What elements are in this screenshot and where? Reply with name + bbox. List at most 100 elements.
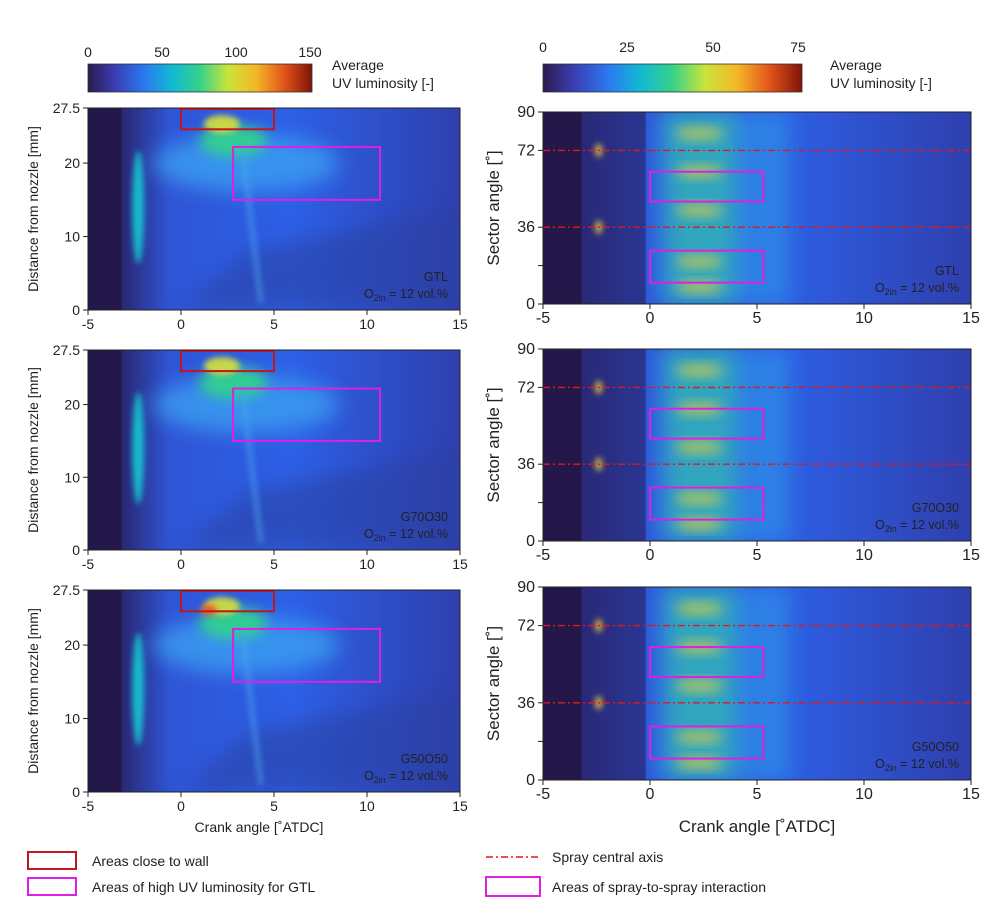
x-tick-label: 10 bbox=[359, 798, 375, 814]
x-axis-label: Crank angle [˚ATDC] bbox=[679, 817, 836, 836]
y-tick-label: 27.5 bbox=[53, 582, 80, 598]
x-tick-label: 15 bbox=[452, 556, 468, 572]
x-tick-label: 0 bbox=[177, 556, 185, 572]
y-tick-label: 10 bbox=[64, 469, 80, 485]
y-tick-label: 27.5 bbox=[53, 100, 80, 116]
wall-box bbox=[180, 108, 275, 131]
interaction-box bbox=[649, 407, 765, 440]
colorbar-left-tick-0: 0 bbox=[84, 44, 92, 60]
o2-label: O2in = 12 vol.% bbox=[875, 757, 959, 773]
fuel-label: GTL bbox=[424, 270, 448, 284]
colorbar-left-tick-2: 100 bbox=[224, 44, 248, 60]
interaction-box bbox=[649, 170, 765, 203]
colorbar-left-label-line2: UV luminosity [-] bbox=[332, 75, 434, 91]
y-tick-label: 0 bbox=[72, 784, 80, 800]
y-tick-label: 72 bbox=[517, 379, 535, 396]
heatmap-image bbox=[543, 349, 971, 541]
high-uv-box bbox=[232, 627, 382, 683]
x-tick-label: 15 bbox=[962, 786, 980, 803]
interaction-box bbox=[649, 486, 765, 521]
x-tick-label: 0 bbox=[177, 798, 185, 814]
colorbar-left-tick-1: 50 bbox=[154, 44, 170, 60]
x-tick-label: 10 bbox=[359, 556, 375, 572]
heatmap-image bbox=[88, 350, 460, 550]
y-tick-label: 0 bbox=[72, 542, 80, 558]
x-tick-label: 10 bbox=[359, 316, 375, 332]
fuel-label: G50O50 bbox=[912, 740, 959, 754]
colorbar-left-label-line1: Average bbox=[332, 57, 384, 73]
legend-interaction-swatch bbox=[485, 876, 541, 897]
y-tick-label: 72 bbox=[517, 142, 535, 159]
o2-label: O2in = 12 vol.% bbox=[364, 527, 448, 543]
legend-wall-swatch bbox=[27, 851, 77, 870]
colorbar-right-tick-2: 50 bbox=[705, 39, 721, 55]
y-tick-label: 0 bbox=[526, 772, 535, 789]
x-tick-label: 5 bbox=[753, 786, 762, 803]
colorbar-right-gradient bbox=[542, 63, 803, 93]
o2-label: O2in = 12 vol.% bbox=[364, 769, 448, 785]
heatmap-image bbox=[88, 108, 460, 310]
colorbar-left-tick-3: 150 bbox=[298, 44, 322, 60]
fuel-label: G70O30 bbox=[401, 510, 448, 524]
y-tick-label: 36 bbox=[517, 456, 535, 473]
colorbar-left-gradient bbox=[87, 63, 313, 93]
x-tick-label: -5 bbox=[536, 786, 550, 803]
interaction-box bbox=[649, 249, 765, 284]
fuel-label: GTL bbox=[935, 264, 959, 278]
legend: Areas close to wall Areas of high UV lum… bbox=[27, 849, 766, 897]
high-uv-box bbox=[232, 145, 382, 201]
y-tick-label: 90 bbox=[517, 341, 535, 358]
interaction-box bbox=[649, 646, 765, 679]
heatmap-image bbox=[543, 587, 971, 780]
heatmap-image bbox=[543, 112, 971, 304]
x-axis-label: Crank angle [˚ATDC] bbox=[195, 819, 324, 835]
y-tick-label: 0 bbox=[526, 533, 535, 550]
y-axis-label: Distance from nozzle [mm] bbox=[25, 367, 41, 533]
y-tick-label: 27.5 bbox=[53, 342, 80, 358]
high-uv-box bbox=[232, 387, 382, 442]
x-tick-label: 10 bbox=[855, 786, 873, 803]
y-axis-label: Distance from nozzle [mm] bbox=[25, 608, 41, 774]
x-tick-label: 5 bbox=[270, 556, 278, 572]
legend-wall-label: Areas close to wall bbox=[92, 853, 209, 869]
x-tick-label: 0 bbox=[646, 547, 655, 564]
x-tick-label: 15 bbox=[962, 310, 980, 327]
wall-box bbox=[180, 350, 275, 373]
y-axis-label: Sector angle [˚] bbox=[484, 387, 503, 502]
interaction-box bbox=[649, 725, 765, 760]
x-tick-label: 5 bbox=[753, 547, 762, 564]
colorbar-right-tick-1: 25 bbox=[619, 39, 635, 55]
x-tick-label: -5 bbox=[536, 310, 550, 327]
y-axis-label: Distance from nozzle [mm] bbox=[25, 126, 41, 292]
x-tick-label: 15 bbox=[962, 547, 980, 564]
x-tick-label: 10 bbox=[855, 310, 873, 327]
y-tick-label: 10 bbox=[64, 229, 80, 245]
x-tick-label: -5 bbox=[82, 556, 95, 572]
legend-spray-axis-label: Spray central axis bbox=[552, 849, 663, 865]
fuel-label: G70O30 bbox=[912, 501, 959, 515]
x-tick-label: 5 bbox=[753, 310, 762, 327]
y-axis-label: Sector angle [˚] bbox=[484, 150, 503, 265]
y-tick-label: 10 bbox=[64, 711, 80, 727]
legend-interaction-label: Areas of spray-to-spray interaction bbox=[552, 879, 766, 895]
y-tick-label: 36 bbox=[517, 219, 535, 236]
x-tick-label: 15 bbox=[452, 316, 468, 332]
heatmap-image bbox=[88, 590, 460, 792]
y-tick-label: 90 bbox=[517, 104, 535, 121]
colorbar-left: 0 50 100 150 Average UV luminosity [-] bbox=[84, 44, 434, 93]
legend-high-uv-label: Areas of high UV luminosity for GTL bbox=[92, 879, 316, 895]
x-tick-label: 5 bbox=[270, 316, 278, 332]
legend-high-uv-swatch bbox=[27, 877, 77, 896]
colorbar-right-label-line2: UV luminosity [-] bbox=[830, 75, 932, 91]
colorbar-right-label-line1: Average bbox=[830, 57, 882, 73]
y-tick-label: 90 bbox=[517, 579, 535, 596]
colorbar-right: 0 25 50 75 Average UV luminosity [-] bbox=[539, 39, 932, 93]
o2-label: O2in = 12 vol.% bbox=[364, 287, 448, 303]
